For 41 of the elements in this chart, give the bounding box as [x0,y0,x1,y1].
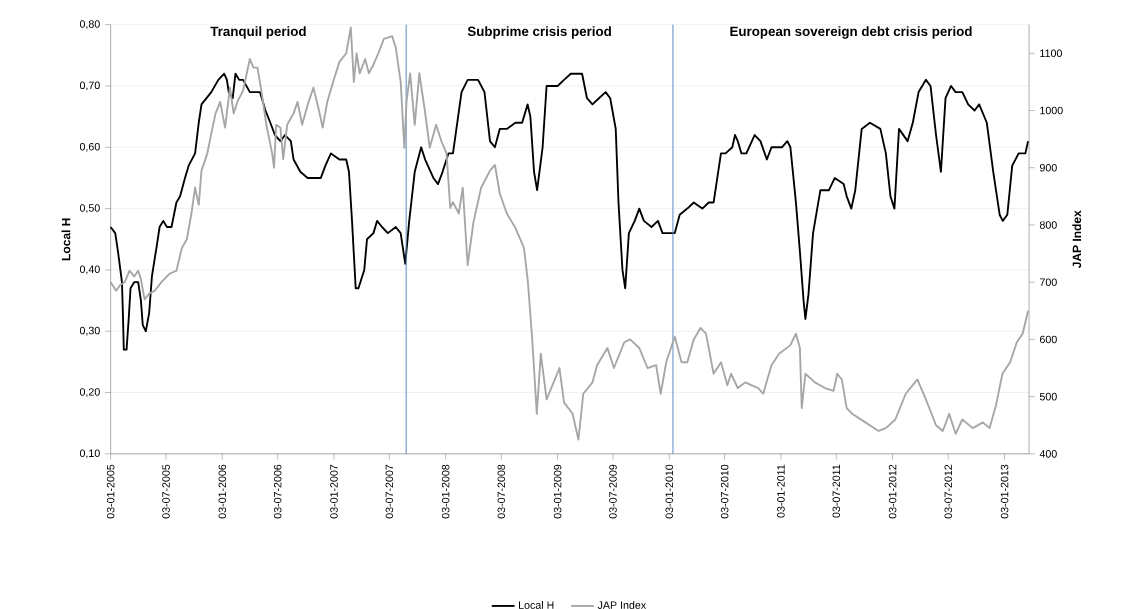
x-tick-label: 03-01-2008 [441,464,450,519]
annotation: European sovereign debt crisis period [730,26,972,39]
y2-tick-label: 400 [1039,450,1057,458]
annotation: Subprime crisis period [467,26,611,39]
x-tick-label: 03-01-2011 [777,464,785,518]
y-tick-label: 0,20 [79,388,100,397]
x-tick-label: 03-01-2007 [330,464,338,519]
x-tick-label: 03-07-2009 [609,464,617,519]
x-tick-label: 03-07-2005 [162,464,170,519]
y-axis-title: Local H [61,218,71,261]
y-tick-label: 0,70 [79,81,100,91]
y-tick-label: 0,10 [79,449,100,459]
x-tick-label: 03-01-2010 [665,464,674,519]
x-tick-label: 03-01-2009 [553,464,562,519]
x-tick-label: 03-07-2008 [497,464,506,519]
x-tick-label: 03-07-2006 [273,464,282,519]
y-tick-label: 0,50 [79,204,100,213]
y2-tick-label: 600 [1039,335,1057,344]
x-tick-label: 03-01-2005 [106,464,115,519]
y-tick-label: 0,40 [79,265,100,275]
line-series [109,26,1030,441]
annotation: Tranquil period [210,26,306,39]
y2-tick-label: 900 [1039,163,1057,172]
x-tick-label: 03-01-2013 [1000,464,1009,519]
x-tick-label: 03-07-2007 [385,464,394,519]
x-tick-label: 03-01-2012 [888,464,897,519]
y-tick-label: 0,80 [79,20,100,29]
y2-tick-label: 1000 [1040,106,1063,115]
x-tick-label: 03-07-2010 [720,464,729,519]
y2-tick-label: 800 [1039,221,1057,229]
y2-axis-title: JAP Index [1072,210,1082,269]
y2-tick-label: 1100 [1040,49,1062,57]
x-tick-label: 03-07-2011 [832,464,841,518]
x-tick-label: 03-01-2006 [218,464,227,519]
x-tick-label: 03-07-2012 [944,464,953,519]
legend-label: Local H [519,601,554,609]
y-tick-label: 0,30 [79,326,100,336]
legend-label: JAP Index [597,601,647,609]
y-tick-label: 0,60 [79,142,100,152]
y2-tick-label: 500 [1039,392,1057,401]
y2-tick-label: 700 [1039,278,1057,286]
